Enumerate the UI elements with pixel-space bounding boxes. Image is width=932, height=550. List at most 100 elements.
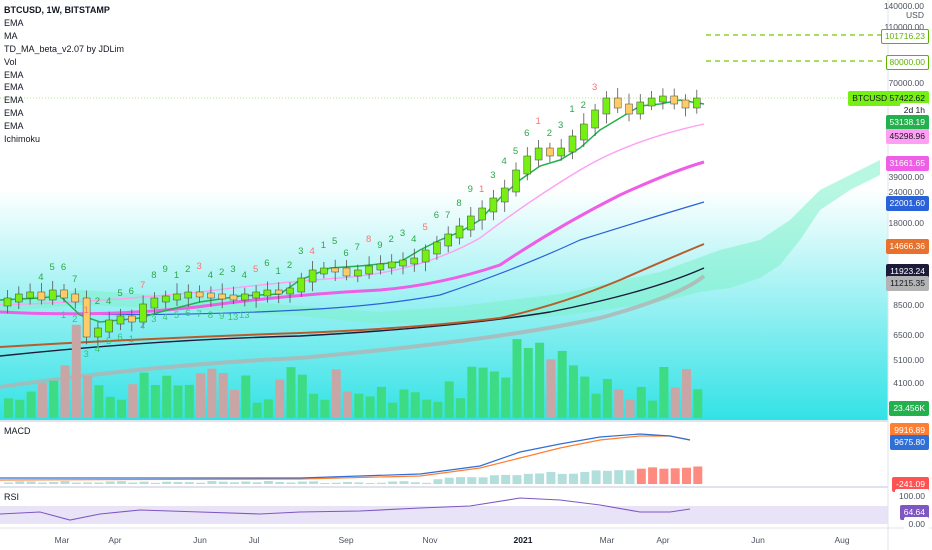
td-count-label-bottom: 8 (208, 310, 213, 321)
td-count-label-bottom: 9 (219, 311, 224, 322)
rsi-label[interactable]: RSI (4, 492, 20, 502)
candle (320, 261, 328, 279)
volume-bar (263, 399, 273, 418)
time-tick: Nov (422, 535, 438, 545)
indicator-ema-5[interactable]: EMA (4, 108, 24, 119)
volume-bar (94, 385, 104, 418)
macd-histogram-bar (4, 482, 13, 484)
candle (693, 89, 701, 114)
volume-bar (71, 324, 81, 418)
candle (274, 282, 283, 304)
volume-bar (580, 376, 590, 418)
indicator-ichimoku[interactable]: Ichimoku (4, 134, 41, 145)
candle-body (512, 169, 520, 193)
td-count-label: 6 (343, 248, 348, 259)
volume-bar (26, 391, 36, 418)
td-count-label-bottom: 2 (140, 320, 145, 331)
candle (218, 283, 226, 309)
td-count-label: 4 (242, 270, 247, 281)
volume-bar (297, 374, 307, 418)
indicator-vol[interactable]: Vol (4, 56, 17, 67)
td-count-label-bottom: 2 (72, 314, 77, 325)
candle (602, 91, 611, 124)
indicator-ema-4[interactable]: EMA (4, 95, 24, 106)
indicator-td-ma[interactable]: TD_MA_beta_v2.07 by JDLim (4, 43, 125, 54)
macd-histogram-bar (354, 482, 364, 484)
candle (636, 94, 645, 120)
candle-body (342, 267, 351, 277)
main-pane-background (0, 0, 888, 420)
candle-body (60, 289, 68, 299)
candle (241, 287, 249, 307)
rsi-band (0, 506, 888, 524)
candle-body (308, 269, 317, 283)
candle-body (433, 241, 441, 255)
volume-bar (128, 384, 138, 418)
macd-histogram-bar (275, 482, 285, 484)
macd-histogram-bar (546, 472, 556, 484)
volume-bar (83, 376, 93, 418)
indicator-ema-2[interactable]: EMA (4, 69, 24, 80)
volume-bar (569, 365, 578, 418)
candle-body (15, 293, 23, 303)
td-count-label: 2 (581, 100, 586, 111)
candle (139, 295, 147, 329)
td-count-label: 6 (129, 286, 134, 297)
chart-legend: BTCUSD, 1W, BITSTAMP EMA MA TD_MA_beta_v… (4, 4, 124, 146)
candle-body (184, 291, 193, 299)
indicator-ema-3[interactable]: EMA (4, 82, 24, 93)
time-tick: Apr (656, 535, 670, 545)
macd-histogram-bar (365, 482, 375, 484)
td-count-label: 2 (219, 267, 224, 278)
candle-body (37, 291, 46, 301)
price-tag-101716: 101716.23 (880, 29, 929, 44)
candle (568, 129, 577, 160)
candle (455, 217, 464, 245)
candle (659, 88, 667, 110)
candle (647, 91, 656, 111)
time-tick: Sep (338, 535, 354, 545)
indicator-ema-1[interactable]: EMA (4, 17, 24, 28)
candle (500, 179, 509, 212)
td-count-label-bottom: 13 (239, 310, 250, 321)
indicator-ema-6[interactable]: EMA (4, 121, 24, 132)
macd-histogram-bar (569, 473, 578, 484)
volume-bar (184, 384, 194, 418)
ema-pink-line (0, 123, 705, 306)
td-count-label-bottom: 5 (106, 336, 111, 347)
volume-bar (4, 398, 13, 418)
price-tick: 4100.00 (893, 378, 924, 388)
macd-histogram-bar (71, 482, 81, 484)
candle (433, 235, 441, 260)
price-tag-btcusd: BTCUSD 57422.62 (848, 91, 929, 106)
candle-body (195, 291, 204, 298)
candle-body (478, 207, 486, 221)
candle (150, 292, 159, 314)
volume-bar (173, 385, 183, 418)
candle-body (71, 293, 80, 303)
td-count-label: 9 (468, 184, 473, 195)
macd-label[interactable]: MACD (4, 426, 31, 436)
candle (489, 190, 498, 221)
macd-histogram-bar (399, 481, 409, 484)
volume-bar (422, 399, 432, 418)
td-count-label: 3 (298, 246, 303, 257)
pane-divider (0, 486, 888, 488)
td-count-label-bottom: 6 (117, 332, 122, 343)
price-tick: 8500.00 (893, 300, 924, 310)
indicator-ma[interactable]: MA (4, 30, 18, 41)
volume-bar (456, 398, 465, 418)
candle (161, 290, 170, 309)
volume-bar (546, 359, 556, 418)
ema-orange-line (0, 243, 705, 348)
time-tick-year: 2021 (513, 535, 533, 545)
volume-bars (4, 324, 703, 418)
candle (116, 308, 125, 331)
td-count-label: 2 (185, 264, 190, 275)
symbol-title[interactable]: BTCUSD, 1W, BITSTAMP (4, 5, 110, 15)
macd-histogram-bar (15, 481, 25, 484)
td-count-label: 6 (61, 262, 66, 273)
price-tag-11215: 11215.35 (886, 276, 929, 291)
macd-histogram-bar (162, 481, 172, 484)
